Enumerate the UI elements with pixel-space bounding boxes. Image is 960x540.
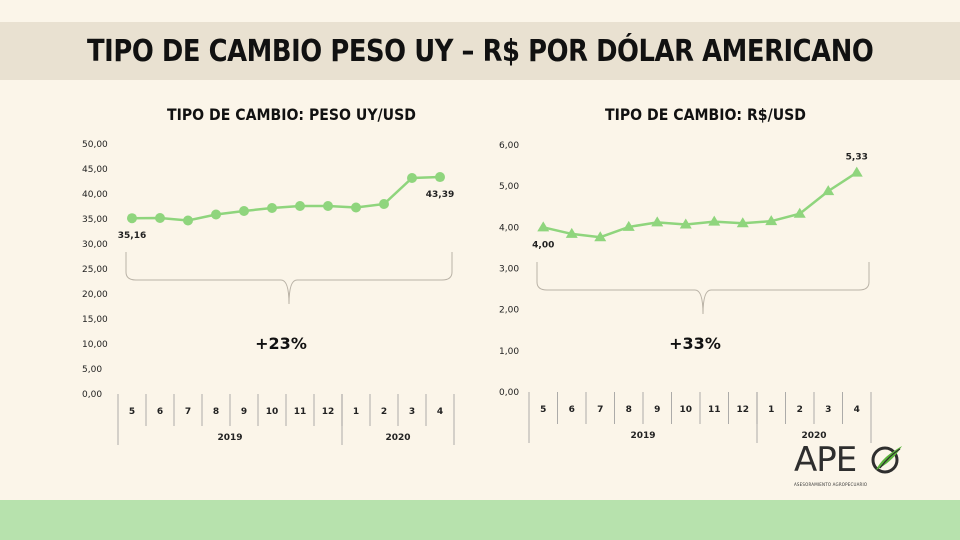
data-point: [211, 209, 221, 220]
y-tick-label: 4,00: [499, 223, 519, 233]
data-label: 43,39: [426, 190, 454, 200]
x-tick-label: 8: [626, 405, 632, 415]
x-tick-label: 7: [185, 407, 191, 417]
data-point: [127, 213, 137, 224]
y-tick-label: 30,00: [82, 240, 108, 250]
x-tick-label: 2: [381, 407, 387, 417]
x-tick-label: 1: [768, 405, 774, 415]
data-point: [537, 221, 550, 232]
y-tick-label: 40,00: [82, 190, 108, 200]
data-point: [267, 203, 277, 213]
x-tick-label: 10: [266, 407, 279, 417]
data-point: [594, 231, 607, 242]
x-tick-label: 2: [797, 405, 803, 415]
x-tick-label: 5: [540, 405, 546, 415]
y-tick-label: 10,00: [82, 340, 108, 350]
x-tick-label: 8: [213, 407, 219, 417]
y-tick-label: 20,00: [82, 290, 108, 300]
brace: [536, 262, 870, 315]
data-label: 35,16: [118, 231, 146, 241]
year-group-label: 2020: [801, 431, 826, 441]
data-point: [351, 202, 361, 213]
chart-title-peso: TIPO DE CAMBIO: PESO UY/USD: [167, 105, 416, 124]
y-tick-label: 5,00: [499, 182, 519, 192]
data-point: [765, 215, 778, 226]
change-annotation: +33%: [669, 334, 721, 353]
y-tick-label: 2,00: [499, 306, 519, 316]
y-tick-label: 6,00: [499, 141, 519, 151]
brace: [125, 252, 453, 305]
data-point: [379, 199, 389, 209]
y-tick-label: 3,00: [499, 265, 519, 275]
year-group-label: 2019: [630, 431, 655, 441]
year-group-label: 2019: [217, 433, 242, 443]
logo-text: APE: [794, 440, 857, 480]
data-point: [736, 217, 749, 228]
data-point: [793, 207, 806, 218]
x-tick-label: 6: [157, 407, 163, 417]
logo-subtitle: ASESORAMIENTO AGROPECUARIO: [794, 482, 868, 487]
x-tick-label: 9: [654, 405, 660, 415]
x-tick-label: 7: [597, 405, 603, 415]
data-point: [822, 185, 835, 196]
chart-title-real: TIPO DE CAMBIO: R$/USD: [605, 105, 806, 124]
x-tick-label: 11: [708, 405, 721, 415]
x-tick-label: 10: [679, 405, 692, 415]
x-tick-label: 12: [736, 405, 749, 415]
y-tick-label: 0,00: [82, 390, 102, 400]
data-point: [407, 173, 417, 183]
y-tick-label: 25,00: [82, 265, 108, 275]
data-point: [679, 218, 692, 229]
y-tick-label: 5,00: [82, 365, 102, 375]
data-point: [651, 216, 664, 227]
x-tick-label: 6: [569, 405, 575, 415]
change-annotation: +23%: [255, 334, 307, 353]
data-point: [708, 215, 721, 226]
x-tick-label: 9: [241, 407, 247, 417]
y-tick-label: 1,00: [499, 347, 519, 357]
data-point: [183, 215, 193, 226]
x-tick-label: 12: [322, 407, 335, 417]
x-tick-label: 1: [353, 407, 359, 417]
data-point: [435, 172, 445, 183]
page-title: TIPO DE CAMBIO PESO UY – R$ POR DÓLAR AM…: [86, 33, 874, 69]
y-tick-label: 35,00: [82, 215, 108, 225]
y-tick-label: 50,00: [82, 140, 108, 150]
x-tick-label: 4: [854, 405, 860, 415]
data-label: 4,00: [532, 240, 554, 250]
x-tick-label: 11: [294, 407, 307, 417]
y-tick-label: 15,00: [82, 315, 108, 325]
data-point: [850, 166, 863, 177]
year-group-label: 2020: [385, 433, 410, 443]
series-line: [542, 171, 858, 239]
x-tick-label: 5: [129, 407, 135, 417]
footer-band: [0, 500, 960, 540]
data-label: 5,33: [846, 153, 868, 163]
data-point: [155, 213, 165, 223]
title-band: TIPO DE CAMBIO PESO UY – R$ POR DÓLAR AM…: [0, 22, 960, 80]
x-tick-label: 3: [409, 407, 415, 417]
x-tick-label: 3: [825, 405, 831, 415]
data-point: [565, 227, 578, 238]
data-point: [295, 201, 305, 211]
data-point: [323, 201, 333, 211]
x-tick-label: 4: [437, 407, 443, 417]
y-tick-label: 45,00: [82, 165, 108, 175]
data-point: [239, 206, 249, 216]
leaf-logo-icon: [871, 446, 902, 474]
data-point: [622, 220, 635, 231]
ape-logo: APE ASESORAMIENTO AGROPECUARIO: [794, 440, 914, 490]
y-tick-label: 0,00: [499, 388, 519, 398]
